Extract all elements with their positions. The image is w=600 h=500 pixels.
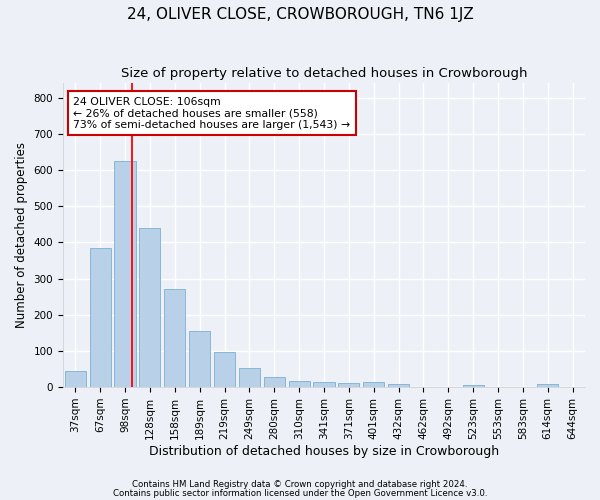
Bar <box>388 384 409 387</box>
Bar <box>65 371 86 387</box>
Bar <box>363 382 384 387</box>
Bar <box>115 161 136 387</box>
Bar <box>189 331 210 387</box>
Bar <box>289 380 310 387</box>
Y-axis label: Number of detached properties: Number of detached properties <box>15 142 28 328</box>
Title: Size of property relative to detached houses in Crowborough: Size of property relative to detached ho… <box>121 68 527 80</box>
Bar <box>214 352 235 387</box>
Bar <box>164 290 185 387</box>
Bar <box>263 376 285 387</box>
Text: Contains HM Land Registry data © Crown copyright and database right 2024.: Contains HM Land Registry data © Crown c… <box>132 480 468 489</box>
X-axis label: Distribution of detached houses by size in Crowborough: Distribution of detached houses by size … <box>149 444 499 458</box>
Bar <box>537 384 558 387</box>
Bar <box>463 384 484 387</box>
Text: 24 OLIVER CLOSE: 106sqm
← 26% of detached houses are smaller (558)
73% of semi-d: 24 OLIVER CLOSE: 106sqm ← 26% of detache… <box>73 96 350 130</box>
Bar <box>239 368 260 387</box>
Text: Contains public sector information licensed under the Open Government Licence v3: Contains public sector information licen… <box>113 489 487 498</box>
Bar <box>89 248 111 387</box>
Text: 24, OLIVER CLOSE, CROWBOROUGH, TN6 1JZ: 24, OLIVER CLOSE, CROWBOROUGH, TN6 1JZ <box>127 8 473 22</box>
Bar <box>139 228 160 387</box>
Bar <box>313 382 335 387</box>
Bar <box>338 383 359 387</box>
